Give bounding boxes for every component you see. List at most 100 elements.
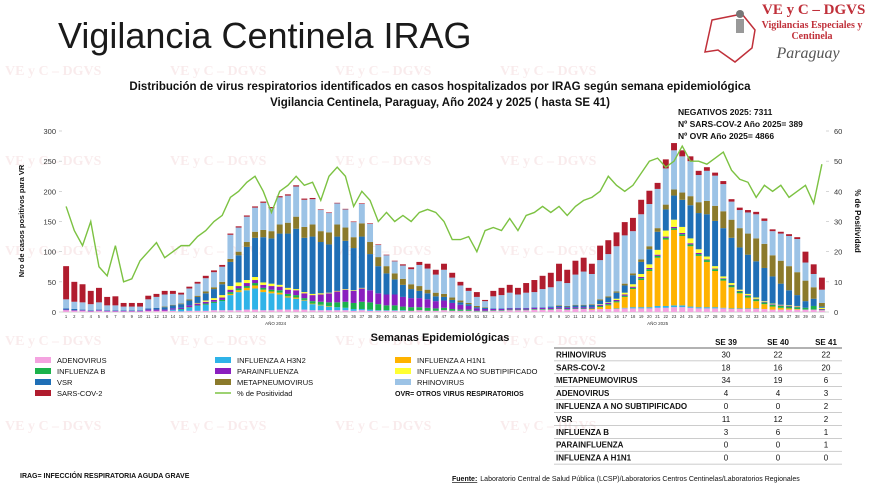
- bar-segment: [720, 228, 727, 277]
- x-tick-label: 52: [483, 314, 488, 319]
- bar-segment: [679, 305, 686, 308]
- bar-segment: [194, 295, 201, 297]
- bar-segment: [818, 289, 825, 303]
- x-tick-label: 42: [401, 314, 406, 319]
- bar-segment: [613, 308, 620, 312]
- bar-segment: [613, 299, 620, 302]
- bar-segment: [572, 274, 579, 305]
- x-tick-label: 8: [122, 314, 125, 319]
- bar-segment: [391, 279, 398, 295]
- bar-segment: [588, 304, 595, 305]
- watermark: VE y C – DGVS: [5, 419, 102, 434]
- x-tick-label: 14: [598, 314, 603, 319]
- footer-note: IRAG= INFECCIÓN RESPIRATORIA AGUDA GRAVE: [20, 471, 190, 480]
- x-tick-label: 30: [729, 314, 734, 319]
- bar-segment: [169, 305, 176, 309]
- bar-segment: [449, 308, 456, 311]
- x-tick-label: 19: [639, 314, 644, 319]
- bar-segment: [227, 258, 234, 262]
- bar-segment: [334, 307, 341, 311]
- x-tick-label: 45: [425, 314, 430, 319]
- bar-segment: [211, 289, 217, 299]
- bar-segment: [703, 260, 710, 262]
- bar-segment: [523, 308, 530, 310]
- bar-segment: [457, 300, 464, 303]
- bar-segment: [473, 308, 480, 311]
- bar-segment: [712, 205, 719, 221]
- bar-segment: [202, 303, 209, 305]
- x-tick-label: 32: [318, 314, 323, 319]
- bar-segment: [301, 198, 308, 200]
- bar-segment: [736, 207, 743, 211]
- bar-segment: [564, 269, 571, 284]
- bar-segment: [777, 307, 784, 310]
- bar-segment: [761, 304, 768, 309]
- bar-segment: [646, 270, 653, 308]
- x-tick-label: 49: [458, 314, 463, 319]
- logo-title: VE y C – DGVS: [762, 2, 865, 18]
- bar-segment: [703, 200, 710, 215]
- bar-segment: [178, 309, 185, 312]
- bar-segment: [408, 298, 415, 308]
- bar-segment: [71, 308, 78, 311]
- bar-segment: [169, 310, 176, 312]
- bar-segment: [169, 304, 176, 306]
- bar-segment: [276, 309, 283, 312]
- bar-segment: [720, 307, 727, 309]
- bar-segment: [728, 285, 735, 288]
- bar-segment: [473, 310, 480, 312]
- bar-segment: [153, 307, 160, 310]
- bar-segment: [564, 306, 571, 308]
- bar-segment: [777, 260, 784, 284]
- bar-segment: [744, 295, 751, 298]
- bar-segment: [243, 280, 250, 284]
- bar-segment: [449, 299, 456, 303]
- bar-segment: [720, 308, 727, 312]
- x-tick-label: 17: [195, 314, 200, 319]
- bar-segment: [137, 311, 144, 312]
- bar-segment: [268, 293, 275, 311]
- bar-segment: [408, 310, 415, 312]
- bar-segment: [720, 276, 727, 279]
- bar-segment: [744, 295, 751, 296]
- y-tick-label: 200: [43, 187, 56, 196]
- watermark: VE y C – DGVS: [5, 64, 102, 79]
- x-tick-label: 16: [614, 314, 619, 319]
- bar-segment: [301, 298, 308, 300]
- bar-segment: [260, 284, 267, 288]
- bar-segment: [572, 304, 579, 306]
- bar-segment: [679, 192, 686, 200]
- x-tick-label: 29: [721, 314, 726, 319]
- bar-segment: [358, 204, 365, 224]
- bar-segment: [202, 300, 209, 302]
- table-row-label: INFLUENZA A NO SUBTIPIFICADO: [556, 402, 687, 411]
- x-tick-label: 18: [631, 314, 636, 319]
- bar-segment: [243, 216, 250, 243]
- bar-segment: [687, 244, 694, 247]
- x-tick-label: 39: [803, 314, 808, 319]
- bar-segment: [613, 298, 620, 300]
- source-label: Fuente:: [452, 476, 477, 483]
- bar-segment: [268, 231, 275, 239]
- x-tick-label: 10: [565, 314, 570, 319]
- bar-segment: [202, 301, 209, 304]
- x-tick-label: 4: [517, 314, 520, 319]
- bar-segment: [638, 280, 645, 308]
- bar-segment: [350, 308, 357, 311]
- bar-segment: [383, 266, 390, 274]
- bar-segment: [71, 301, 78, 309]
- bar-segment: [252, 280, 259, 284]
- bar-segment: [523, 309, 530, 311]
- slide-title: Vigilancia Centinela IRAG: [58, 15, 472, 56]
- bar-segment: [235, 310, 242, 312]
- bar-segment: [145, 299, 152, 309]
- bar-segment: [301, 293, 308, 299]
- bar-segment: [646, 204, 653, 247]
- bar-segment: [268, 207, 275, 209]
- table-row-label: INFLUENZA B: [556, 428, 609, 437]
- table-cell: 0: [824, 454, 829, 463]
- watermark: VE y C – DGVS: [5, 334, 102, 349]
- bar-segment: [810, 264, 817, 274]
- bar-segment: [802, 251, 809, 263]
- bar-segment: [629, 217, 636, 232]
